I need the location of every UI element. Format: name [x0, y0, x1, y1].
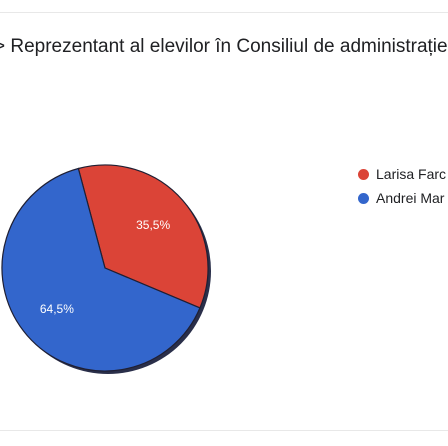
legend-swatch-andrei — [358, 192, 369, 204]
card-bottom-edge — [0, 430, 448, 446]
pie-slice-0[interactable] — [77, 164, 209, 309]
legend-swatch-larisa — [358, 168, 369, 180]
legend-item-andrei[interactable]: Andrei Mar — [358, 186, 448, 210]
pie-slice-label-0: 35,5% — [136, 218, 170, 232]
pie-slice-1[interactable] — [1, 167, 201, 372]
legend-item-larisa[interactable]: Larisa Farc — [358, 162, 448, 186]
legend-label-andrei: Andrei Mar — [376, 190, 445, 206]
legend-label-larisa: Larisa Farc — [376, 166, 447, 182]
question-title: > Reprezentant al elevilor în Consiliul … — [0, 36, 448, 57]
card-top-edge — [0, 0, 448, 13]
pie-slice-label-1: 64,5% — [40, 302, 74, 316]
chart-legend: Larisa Farc Andrei Mar — [358, 162, 448, 210]
